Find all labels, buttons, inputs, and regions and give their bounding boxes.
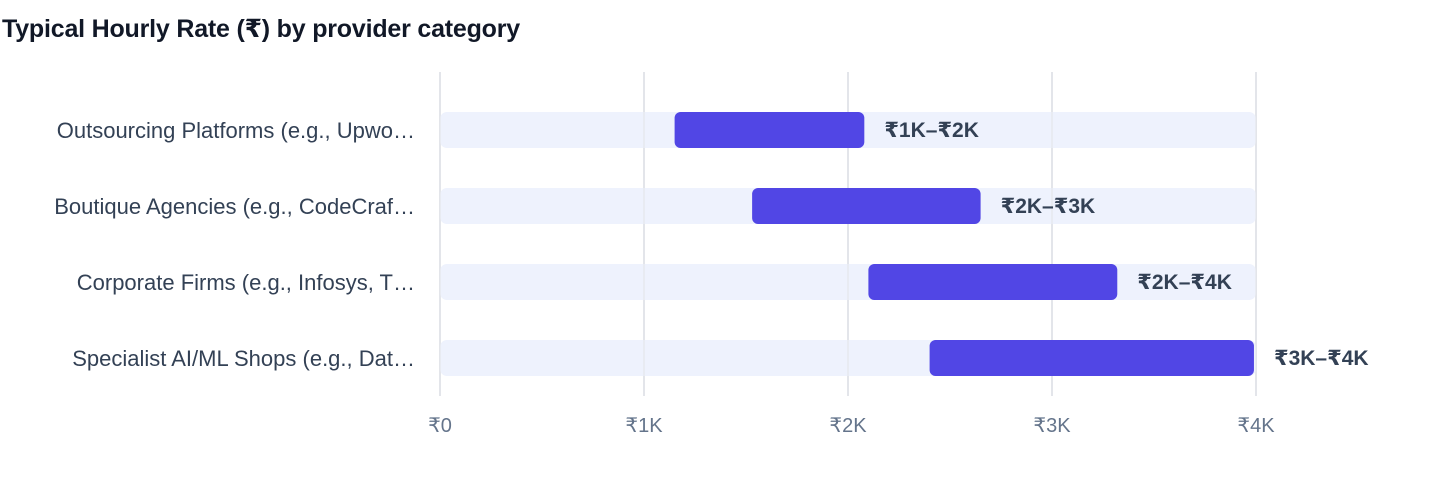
x-tick-label: ₹4K	[1237, 415, 1275, 437]
range-label: ₹3K–₹4K	[1274, 347, 1369, 370]
category-label: Corporate Firms (e.g., Infosys, T…	[77, 270, 415, 295]
x-axis-ticks: ₹0 ₹1K ₹2K ₹3K ₹4K	[428, 415, 1275, 437]
x-tick-label: ₹2K	[829, 415, 867, 437]
category-label: Specialist AI/ML Shops (e.g., Dat…	[72, 346, 415, 371]
x-tick-label: ₹1K	[625, 415, 663, 437]
x-tick-label: ₹3K	[1033, 415, 1071, 437]
range-label: ₹2K–₹3K	[1001, 195, 1096, 218]
category-label: Boutique Agencies (e.g., CodeCraf…	[54, 194, 415, 219]
range-bar	[674, 112, 865, 148]
chart-title: Typical Hourly Rate (₹) by provider cate…	[2, 15, 520, 43]
range-bar	[868, 264, 1118, 300]
range-bar	[752, 188, 981, 224]
range-bars	[674, 112, 1254, 376]
range-bar	[929, 340, 1254, 376]
x-tick-label: ₹0	[428, 415, 452, 437]
category-label: Outsourcing Platforms (e.g., Upwo…	[57, 118, 415, 143]
range-label: ₹2K–₹4K	[1137, 271, 1232, 294]
range-label: ₹1K–₹2K	[884, 119, 979, 142]
range-labels: ₹1K–₹2K ₹2K–₹3K ₹2K–₹4K ₹3K–₹4K	[884, 119, 1368, 370]
category-labels: Outsourcing Platforms (e.g., Upwo… Boutiq…	[54, 118, 415, 371]
